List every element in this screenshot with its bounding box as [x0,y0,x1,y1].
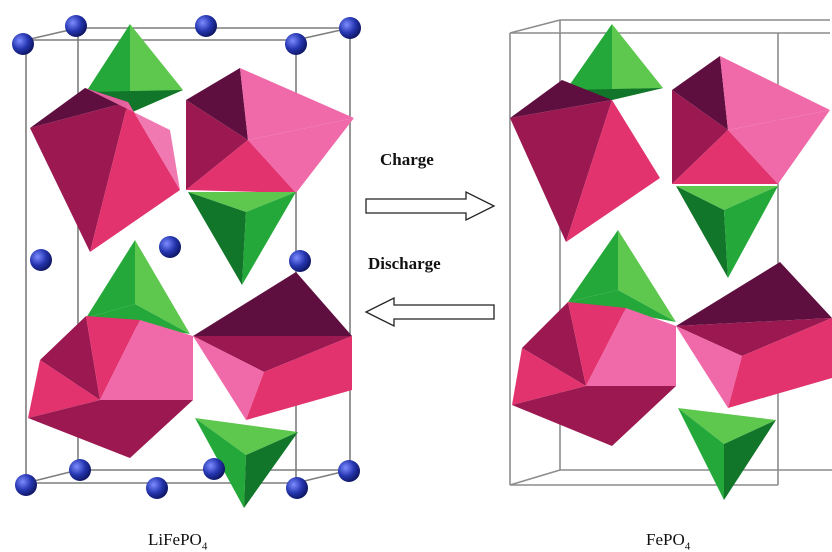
charge-arrow [365,190,496,222]
lifepo4-feo6-octahedron-upper-right [186,68,354,193]
lithium-atom [289,250,311,272]
fepo4-feo6-octahedron-upper-left [510,80,660,242]
lithium-atom [12,33,34,55]
lifepo4-caption: LiFePO4 [148,530,207,552]
fepo4-feo6-octahedron-upper-right [672,56,830,184]
fepo4-po4-tetrahedron-middle [676,186,778,278]
lithium-atom [146,477,168,499]
fepo4-structure [509,19,832,500]
lifepo4-feo6-octahedron-lower-left [28,316,193,458]
discharge-arrow [364,296,495,328]
lithium-atom [338,460,360,482]
fepo4-feo6-octahedron-lower-left [512,302,676,446]
fepo4-po4-tetrahedron-lower-left [568,230,676,322]
lifepo4-formula-subscript: 4 [201,540,208,552]
lithium-atom [285,33,307,55]
lifepo4-po4-tetrahedron-lower-left [86,240,190,334]
fepo4-po4-tetrahedron-top [566,24,663,100]
lifepo4-feo6-octahedron-upper-left [30,88,180,252]
lithium-atom [159,236,181,258]
lithium-atom [65,15,87,37]
lifepo4-feo6-octahedron-lower-right [193,272,352,420]
lithium-atom [195,15,217,37]
lithium-atom [339,17,361,39]
lifepo4-po4-tetrahedron-top [86,24,183,113]
fepo4-formula-subscript: 4 [684,540,691,552]
charge-label: Charge [380,150,434,169]
lifepo4-formula-base: LiFePO [148,530,202,549]
lithium-atom [203,458,225,480]
lithium-atom [69,459,91,481]
fepo4-formula-base: FePO [646,530,685,549]
lithium-atom [286,477,308,499]
fepo4-feo6-octahedron-lower-right [676,262,832,408]
fepo4-po4-tetrahedron-bottom [678,408,776,500]
lifepo4-po4-tetrahedron-middle [188,192,296,285]
fepo4-caption: FePO4 [646,530,690,552]
lithium-atom [15,474,37,496]
discharge-label: Discharge [368,254,441,273]
lifepo4-structure [12,15,361,508]
lithium-atom [30,249,52,271]
lithium-atoms [12,15,361,499]
